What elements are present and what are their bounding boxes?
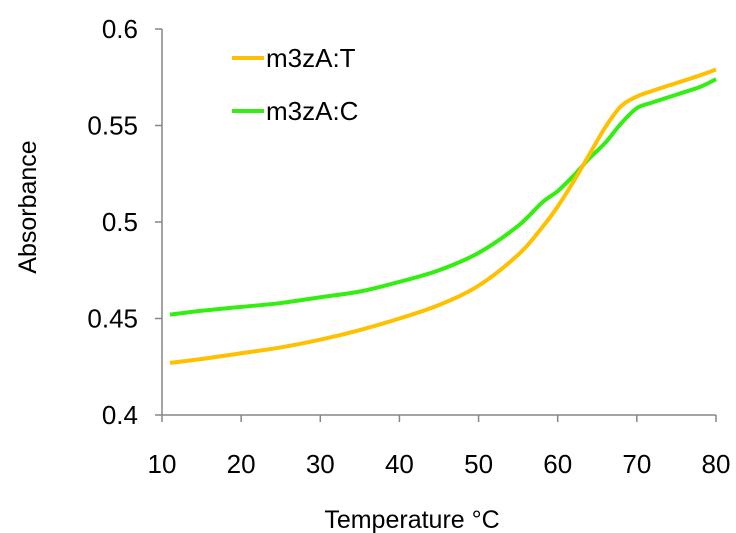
tick-marks: 0.4 0.45 0.5 0.55 0.6 10 20 30 40 50 60 70 80	[87, 14, 730, 479]
legend: m3zA:T m3zA:C	[232, 43, 358, 126]
legend-label: m3zA:C	[266, 96, 358, 126]
data-series	[169, 67, 717, 365]
axes	[161, 29, 716, 416]
y-tick-label: 0.45	[87, 304, 138, 334]
x-tick-label: 70	[622, 449, 651, 479]
series-line-m3za-c	[169, 77, 717, 317]
y-tick-label: 0.4	[102, 400, 138, 430]
x-tick-label: 40	[385, 449, 414, 479]
legend-label: m3zA:T	[266, 43, 356, 73]
x-tick-label: 20	[227, 449, 256, 479]
y-tick-label: 0.5	[102, 207, 138, 237]
x-tick-label: 10	[148, 449, 177, 479]
x-tick-label: 80	[702, 449, 731, 479]
y-tick-label: 0.6	[102, 14, 138, 44]
series-line-m3za-t	[169, 67, 717, 365]
y-axis-title: Absorbance	[14, 140, 42, 273]
x-tick-label: 50	[464, 449, 493, 479]
x-tick-label: 60	[543, 449, 572, 479]
y-tick-label: 0.55	[87, 111, 138, 141]
x-axis-title: Temperature °C	[324, 506, 499, 533]
x-tick-label: 30	[306, 449, 335, 479]
